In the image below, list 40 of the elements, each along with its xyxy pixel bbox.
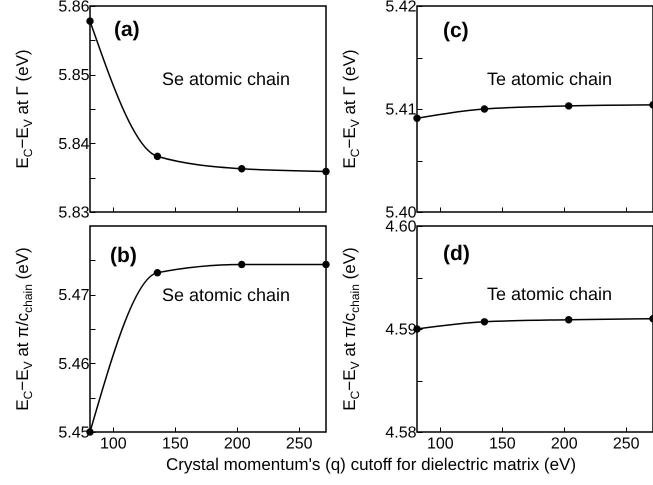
y-tick-label: 4.60 xyxy=(385,218,417,236)
x-axis-title: Crystal momentum's (q) cutoff for dielectric matrix (eV) xyxy=(166,455,576,475)
y-tick-label: 4.58 xyxy=(385,424,417,442)
x-tick-label: 250 xyxy=(612,436,640,452)
y-tick-label: 5.42 xyxy=(385,0,417,16)
point xyxy=(413,114,421,122)
y-tick-label: 5.85 xyxy=(58,67,90,84)
y-tick-label: 5.46 xyxy=(58,356,90,373)
y-tick-label: 5.40 xyxy=(385,204,417,222)
point xyxy=(238,260,246,268)
annotation: (c) xyxy=(443,19,469,42)
x-tick-label: 100 xyxy=(100,436,127,452)
point xyxy=(565,316,572,324)
point xyxy=(565,102,572,110)
point xyxy=(480,105,488,113)
point xyxy=(322,168,330,176)
point xyxy=(86,17,94,25)
annotation: Te atomic chain xyxy=(487,69,612,89)
y-tick-label: 5.84 xyxy=(58,136,90,153)
point xyxy=(238,165,246,172)
point xyxy=(154,152,162,160)
point xyxy=(480,318,488,326)
x-tick-label: 100 xyxy=(426,436,454,452)
y-tick-label: 5.41 xyxy=(385,102,417,118)
annotation: (a) xyxy=(114,18,140,41)
annotation: Se atomic chain xyxy=(162,285,290,305)
y-tick-label: 5.47 xyxy=(58,287,90,304)
x-tick-label: 200 xyxy=(224,436,251,452)
point xyxy=(322,260,330,268)
y-tick-label: 5.86 xyxy=(58,0,90,16)
point xyxy=(154,268,162,276)
annotation: (b) xyxy=(110,244,137,267)
annotation: (d) xyxy=(443,242,470,265)
x-tick-label: 250 xyxy=(286,436,313,452)
x-tick-label: 150 xyxy=(162,436,189,452)
y-tick-label: 5.83 xyxy=(58,204,90,222)
annotation: Te atomic chain xyxy=(487,284,612,304)
x-tick-label: 150 xyxy=(488,436,516,452)
annotation: Se atomic chain xyxy=(162,69,290,89)
x-tick-label: 200 xyxy=(550,436,578,452)
